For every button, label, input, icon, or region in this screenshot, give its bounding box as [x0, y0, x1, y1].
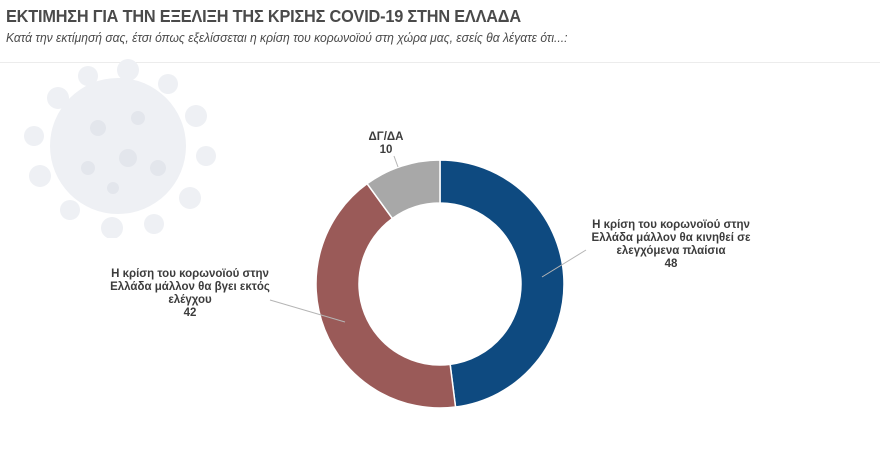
leader-line-red [269, 299, 346, 323]
label-red: Η κρίση του κορωνοϊού στην Ελλάδα μάλλον… [90, 268, 290, 320]
value-red: 42 [183, 307, 197, 319]
leader-line-blue [541, 249, 587, 278]
label-blue: Η κρίση του κορωνοϊού στην Ελλάδα μάλλον… [566, 219, 776, 271]
value-blue: 48 [664, 258, 678, 270]
label-gray: ΔΓ/ΔΑ 10 [356, 131, 416, 157]
value-gray: 10 [379, 144, 393, 156]
virus-illustration-icon [24, 59, 216, 238]
slice-red [315, 182, 457, 409]
header-divider [0, 62, 880, 63]
leader-line-gray [393, 155, 399, 168]
slice-gray [366, 159, 441, 220]
slice-blue [439, 159, 565, 408]
chart-subtitle: Κατά την εκτίμησή σας, έτσι όπως εξελίσσ… [6, 30, 568, 45]
chart-title: ΕΚΤΙΜΗΣΗ ΓΙΑ ΤΗΝ ΕΞΕΛΙΞΗ ΤΗΣ ΚΡΙΣΗΣ COVI… [6, 6, 521, 26]
